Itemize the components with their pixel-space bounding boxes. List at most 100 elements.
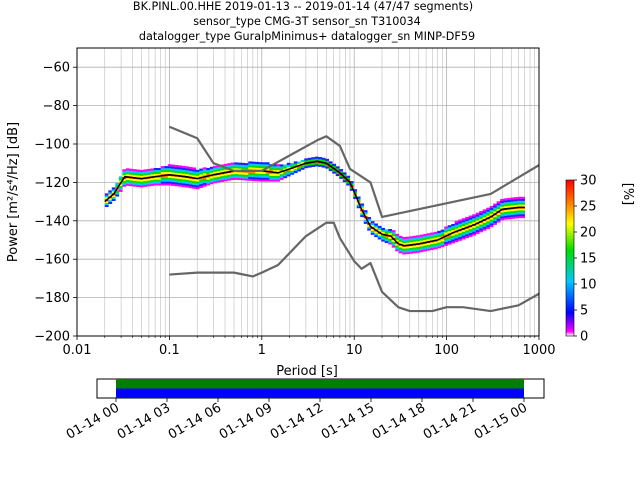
- density-cell: [164, 183, 169, 186]
- density-cell: [426, 235, 431, 238]
- density-cell: [241, 166, 246, 169]
- density-cell: [433, 237, 438, 240]
- density-cell: [489, 213, 494, 216]
- density-cell: [276, 168, 281, 171]
- density-cell: [181, 167, 186, 170]
- density-cell: [153, 171, 158, 174]
- density-cell: [398, 237, 403, 240]
- density-cell: [391, 230, 396, 233]
- density-cell: [493, 211, 497, 214]
- y-axis-label: Power [m²/s⁴/Hz] [dB]: [6, 122, 21, 262]
- density-cell: [125, 177, 130, 181]
- density-cell: [440, 235, 445, 238]
- density-cell: [395, 243, 400, 246]
- x-axis-ticks: 0.01 0.1 1 10 100 1000: [63, 336, 556, 358]
- density-cell: [234, 164, 239, 167]
- density-cell: [237, 166, 242, 169]
- density-cell: [454, 220, 459, 223]
- density-cell: [325, 164, 330, 167]
- density-cell: [213, 165, 218, 168]
- density-cell: [416, 241, 421, 244]
- density-cell: [342, 172, 347, 175]
- density-cell: [167, 179, 172, 182]
- density-cell: [475, 229, 480, 233]
- density-cell: [517, 214, 522, 217]
- density-cell: [150, 174, 155, 177]
- density-cell: [181, 165, 186, 168]
- density-cell: [363, 217, 368, 221]
- density-cell: [160, 181, 165, 184]
- density-cell: [377, 227, 382, 230]
- density-cell: [160, 171, 165, 174]
- density-cell: [227, 172, 232, 175]
- density-cell: [139, 183, 144, 186]
- density-cell: [405, 246, 410, 249]
- density-cell: [461, 231, 466, 234]
- density-cell: [139, 185, 144, 188]
- density-cell: [297, 165, 302, 168]
- density-cell: [451, 235, 456, 238]
- density-cell: [192, 173, 197, 176]
- density-cell: [346, 183, 351, 186]
- density-cell: [482, 224, 487, 227]
- density-cell: [430, 238, 435, 241]
- density-cell: [188, 174, 193, 177]
- density-cell: [160, 175, 165, 178]
- density-cell: [164, 169, 169, 173]
- density-cell: [258, 179, 263, 182]
- density-cell: [174, 165, 179, 168]
- density-cell: [185, 166, 190, 169]
- density-cell: [517, 216, 522, 219]
- density-cell: [115, 194, 120, 197]
- density-cell: [265, 171, 270, 174]
- density-cell: [195, 185, 200, 188]
- density-cell: [507, 201, 511, 204]
- density-cell: [178, 167, 183, 170]
- density-cell: [321, 165, 326, 168]
- density-cell: [381, 229, 386, 232]
- density-cell: [465, 218, 470, 221]
- density-cell: [339, 176, 344, 179]
- density-cell: [486, 213, 490, 216]
- density-cell: [279, 177, 284, 180]
- density-cell: [129, 170, 134, 173]
- density-cell: [251, 178, 256, 182]
- density-cell: [475, 218, 480, 221]
- density-cell: [234, 173, 239, 177]
- density-cell: [381, 231, 386, 234]
- density-cell: [388, 242, 393, 245]
- density-cell: [514, 200, 518, 204]
- density-cell: [157, 181, 162, 184]
- density-cell: [433, 245, 438, 248]
- density-cell: [265, 173, 270, 176]
- density-cell: [472, 214, 477, 217]
- density-cell: [255, 163, 260, 166]
- density-cell: [356, 206, 361, 209]
- density-cell: [209, 172, 214, 175]
- density-cell: [139, 179, 144, 182]
- density-cell: [258, 175, 263, 178]
- density-cell: [468, 221, 473, 224]
- density-cell: [496, 218, 501, 221]
- density-cell: [104, 204, 109, 208]
- density-cell: [468, 215, 473, 218]
- density-cell: [143, 173, 148, 176]
- density-cell: [521, 210, 525, 213]
- density-cell: [493, 205, 497, 208]
- density-cell: [482, 226, 487, 229]
- density-cell: [423, 235, 428, 238]
- density-cell: [248, 174, 253, 177]
- density-cell: [251, 165, 256, 168]
- density-cell: [391, 241, 396, 244]
- density-cell: [405, 238, 410, 241]
- density-cell: [374, 225, 379, 228]
- density-cell: [153, 169, 158, 173]
- density-cell: [461, 225, 466, 228]
- density-cell: [447, 234, 452, 237]
- x-tick-label: 10: [346, 343, 363, 358]
- density-cell: [122, 178, 127, 182]
- density-cell: [468, 232, 473, 235]
- density-cell: [213, 179, 218, 182]
- density-cell: [181, 177, 186, 180]
- density-cell: [521, 196, 525, 199]
